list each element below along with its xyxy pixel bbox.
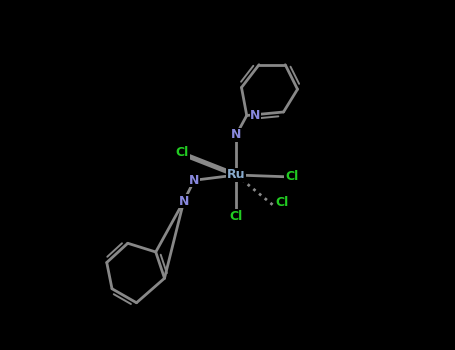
Text: N: N <box>231 128 242 141</box>
Text: N: N <box>250 109 261 122</box>
Text: N: N <box>178 195 189 208</box>
Text: Cl: Cl <box>286 170 299 183</box>
Text: Cl: Cl <box>275 196 288 210</box>
Text: Cl: Cl <box>230 210 243 224</box>
Text: N: N <box>189 174 199 187</box>
Text: Ru: Ru <box>227 168 246 182</box>
Text: Cl: Cl <box>175 146 189 159</box>
